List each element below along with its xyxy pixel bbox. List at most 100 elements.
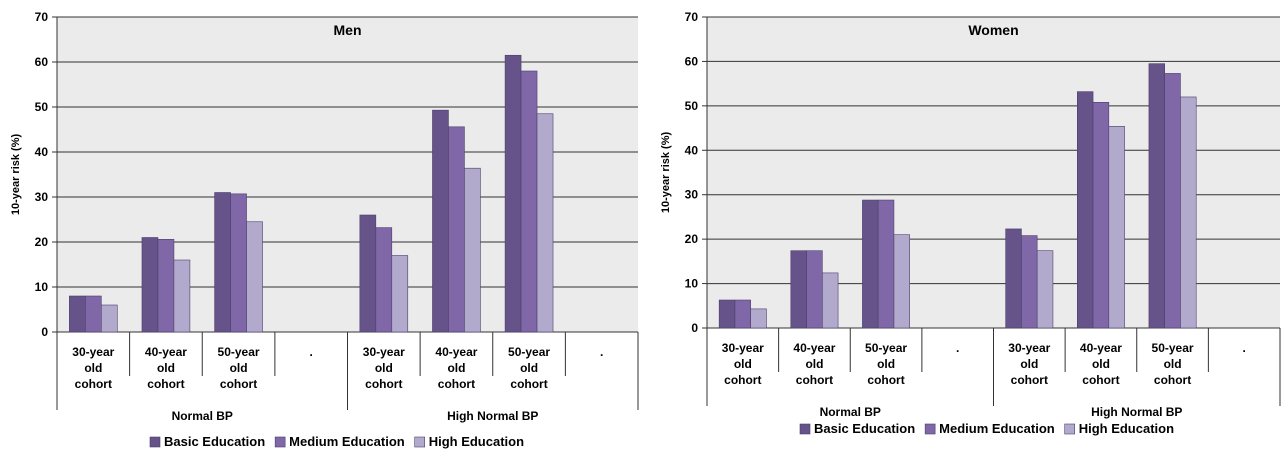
x-category-label: cohort (438, 377, 475, 391)
x-category-label: 50-year (1152, 341, 1194, 355)
legend-label: Basic Education (814, 421, 915, 436)
x-category-label: cohort (147, 377, 184, 391)
y-tick-label: 40 (685, 143, 699, 157)
x-group-label: High Normal BP (447, 409, 538, 423)
y-tick-label: 60 (685, 54, 699, 68)
bar (69, 295, 86, 333)
men-risk-chart: 0 10 20 30 40 50 60 70 10-year risk (%) Men 30-yea… (10, 10, 639, 449)
bar (893, 234, 910, 329)
x-category-label: old (230, 361, 248, 375)
chart-title: Women (968, 22, 1018, 38)
x-category-label: old (157, 361, 175, 375)
bar (750, 308, 767, 329)
x-category-label: old (734, 357, 752, 371)
bar (734, 299, 751, 329)
y-tick-label: 30 (35, 190, 49, 204)
bar (101, 304, 118, 333)
bar (1036, 250, 1054, 329)
legend-swatch (274, 436, 286, 448)
x-category-label: cohort (724, 373, 761, 387)
x-category-label: 40-year (1080, 341, 1122, 355)
x-category-label: 30-year (363, 345, 405, 359)
bar (862, 199, 879, 329)
bar (1005, 228, 1022, 329)
y-tick-label: 70 (685, 10, 699, 24)
bar (1092, 102, 1110, 329)
x-category-label: 30-year (72, 345, 114, 359)
x-category-label: cohort (1154, 373, 1191, 387)
bar (85, 295, 102, 333)
x-group-label: Normal BP (172, 409, 233, 423)
x-category-label: . (310, 345, 313, 359)
x-category-label: old (447, 361, 465, 375)
legend-swatch (149, 436, 161, 448)
bar (1180, 96, 1197, 329)
bar (718, 299, 736, 329)
x-category-label: cohort (510, 377, 547, 391)
legend-swatch (799, 423, 811, 435)
x-category-label: cohort (365, 377, 402, 391)
legend-label: High Education (1079, 421, 1174, 436)
legend-label: Medium Education (939, 421, 1055, 436)
x-category-label: . (956, 341, 959, 355)
y-tick-label: 30 (685, 188, 699, 202)
x-category-label: cohort (867, 373, 904, 387)
x-category-label: . (600, 345, 603, 359)
y-tick-label: 20 (35, 235, 49, 249)
bar (822, 272, 839, 329)
bar (520, 70, 538, 333)
bar (536, 113, 554, 333)
bar (432, 109, 449, 333)
x-category-label: old (375, 361, 393, 375)
x-category-label: old (805, 357, 823, 371)
bar (230, 193, 247, 333)
chart-title: Men (334, 22, 362, 38)
legend-label: High Education (429, 434, 524, 449)
bar (806, 250, 823, 329)
bar (504, 54, 522, 333)
women-risk-chart: 0 10 20 30 40 50 60 70 10-year risk (%) Women 30-y… (660, 10, 1281, 436)
y-tick-label: 40 (35, 145, 49, 159)
bar (173, 259, 191, 333)
bar (246, 221, 263, 333)
legend-label: Medium Education (289, 434, 405, 449)
x-category-label: 40-year (435, 345, 477, 359)
x-category-label: old (520, 361, 538, 375)
y-axis-label: 10-year risk (%) (10, 134, 22, 216)
legend-swatch (924, 423, 936, 435)
y-tick-label: 10 (685, 277, 699, 291)
y-tick-label: 60 (35, 55, 49, 69)
x-category-label: cohort (1011, 373, 1048, 387)
bar (214, 192, 231, 333)
x-category-label: 30-year (1008, 341, 1050, 355)
y-tick-label: 0 (691, 321, 698, 335)
bar (790, 250, 807, 329)
x-category-label: 40-year (793, 341, 835, 355)
bar (157, 239, 175, 333)
y-tick-label: 20 (685, 232, 699, 246)
x-category-label: cohort (220, 377, 257, 391)
x-category-label: cohort (1082, 373, 1119, 387)
legend-swatch (1064, 423, 1076, 435)
y-axis-label: 10-year risk (%) (660, 132, 672, 214)
x-category-label: . (1243, 341, 1246, 355)
bar (1077, 91, 1094, 329)
bar (1148, 63, 1165, 329)
bar (1108, 125, 1125, 329)
y-tick-label: 0 (41, 325, 48, 339)
bar (359, 214, 377, 333)
bar (141, 237, 159, 333)
y-tick-label: 50 (35, 100, 49, 114)
x-category-label: old (84, 361, 102, 375)
legend-label: Basic Education (164, 434, 265, 449)
y-tick-label: 70 (35, 10, 49, 24)
bar (1164, 73, 1181, 329)
x-category-label: 30-year (722, 341, 764, 355)
x-category-label: old (1164, 357, 1182, 371)
bar (1021, 235, 1038, 329)
y-tick-label: 10 (35, 280, 49, 294)
x-category-label: 40-year (145, 345, 187, 359)
x-category-label: old (1092, 357, 1110, 371)
y-tick-label: 50 (685, 99, 699, 113)
